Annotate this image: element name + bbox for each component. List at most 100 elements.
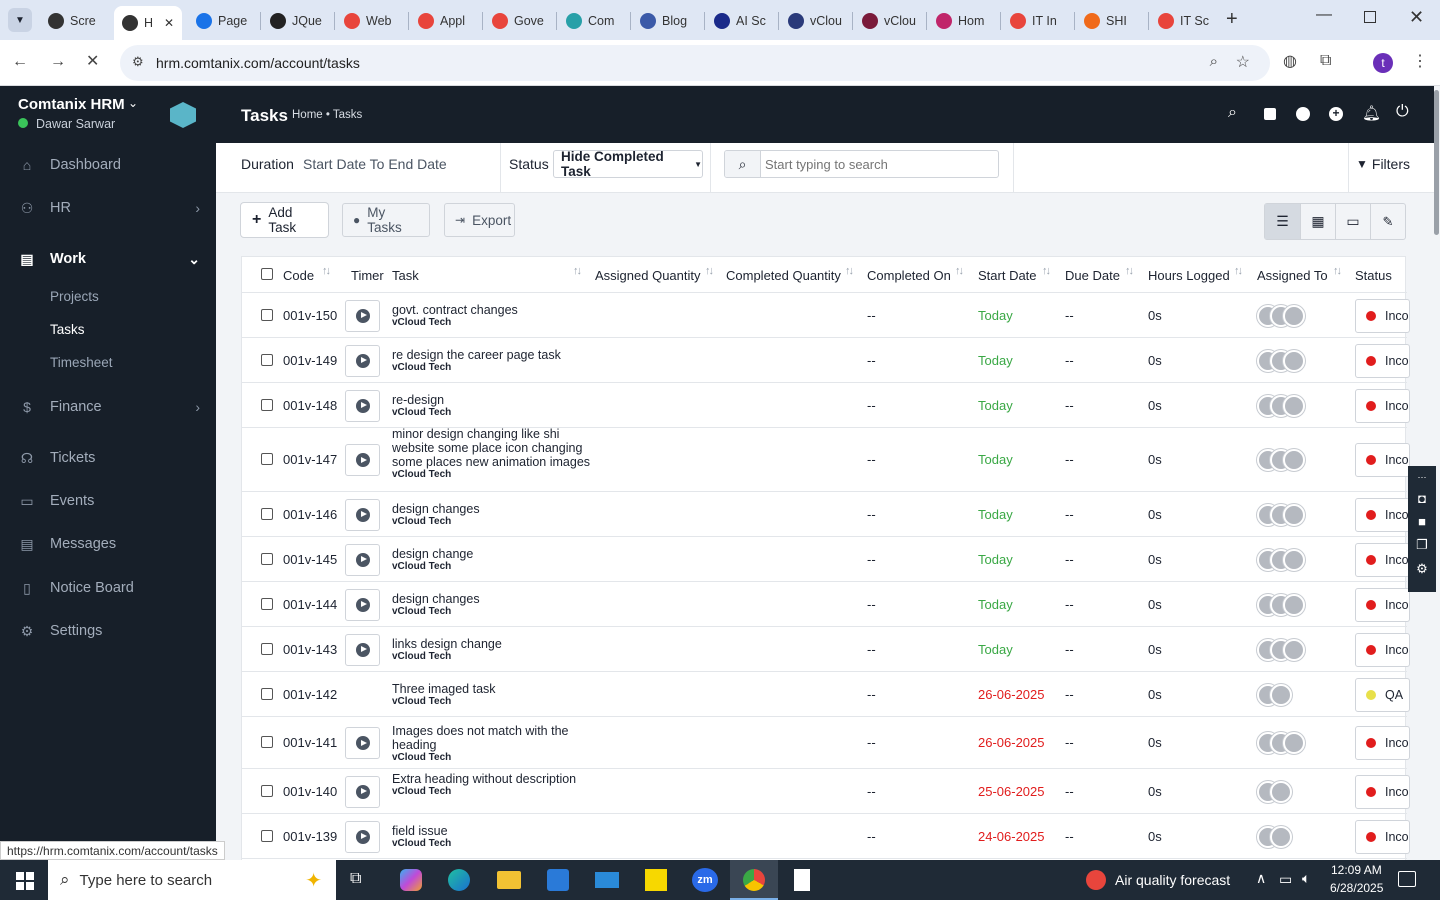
table-row[interactable]: 001v-148 re-design vCloud Tech -- Today -- 0s I…: [242, 383, 1410, 428]
browser-tab[interactable]: vClou: [780, 6, 850, 36]
sort-icon[interactable]: ↑↓: [845, 265, 854, 277]
start-timer-button[interactable]: [345, 444, 380, 476]
task-name-cell[interactable]: Three imaged task vCloud Tech: [392, 682, 592, 707]
table-row[interactable]: 001v-147 minor design changing like shi w…: [242, 427, 1410, 492]
task-name-cell[interactable]: Images does not match with the heading vC…: [392, 724, 592, 763]
sidebar-sub-projects[interactable]: Projects: [50, 289, 99, 304]
volume-icon[interactable]: 🔈︎: [1302, 870, 1311, 886]
avatar[interactable]: [1283, 349, 1305, 372]
status-select[interactable]: Incomplete: [1355, 819, 1410, 854]
add-circle-icon[interactable]: +: [1329, 107, 1343, 121]
sidebar-item-messages[interactable]: ▤ Messages: [0, 524, 216, 564]
header-code[interactable]: Code: [283, 268, 315, 283]
assigned-avatars[interactable]: [1257, 732, 1305, 754]
task-title[interactable]: re design the career page task: [392, 348, 561, 362]
menu-kebab-icon[interactable]: ⋮: [1412, 53, 1428, 70]
task-title[interactable]: links design change: [392, 637, 502, 651]
browser-tab[interactable]: SHI: [1076, 6, 1146, 36]
copilot-icon[interactable]: [400, 869, 422, 891]
status-select[interactable]: Hide Completed Task ▼: [553, 149, 703, 179]
assigned-avatars[interactable]: [1257, 548, 1305, 571]
start-timer-button[interactable]: [345, 498, 380, 531]
task-name-cell[interactable]: design change vCloud Tech: [392, 547, 592, 572]
forward-icon[interactable]: →: [50, 53, 66, 70]
status-select[interactable]: Incomplete: [1355, 542, 1410, 577]
task-name-cell[interactable]: Extra heading without description vCloud …: [392, 772, 592, 797]
clock-date[interactable]: 6/28/2025: [1330, 881, 1384, 895]
scrollbar-thumb[interactable]: [1434, 90, 1439, 235]
avatar[interactable]: [1270, 683, 1292, 706]
task-code[interactable]: 001v-149: [283, 352, 338, 368]
browser-tab[interactable]: Com: [558, 6, 628, 36]
browser-tab[interactable]: JQue: [262, 6, 332, 36]
task-name-cell[interactable]: re design the career page task vCloud Tec…: [392, 348, 592, 373]
sidebar-item-work[interactable]: ▤ Work ⌄: [0, 239, 216, 279]
header-task[interactable]: Task: [392, 268, 419, 283]
sidebar-item-notice-board[interactable]: ▯ Notice Board: [0, 568, 216, 608]
start-timer-button[interactable]: [345, 344, 380, 377]
start-timer-button[interactable]: [345, 633, 380, 666]
task-title[interactable]: Images does not match with the heading: [392, 723, 569, 752]
start-timer-button[interactable]: [345, 389, 380, 422]
status-select[interactable]: Incomplete: [1355, 774, 1410, 809]
sort-icon[interactable]: ↑↓: [1042, 265, 1051, 277]
task-title[interactable]: design change: [392, 547, 474, 561]
row-checkbox[interactable]: [261, 308, 273, 321]
my-tasks-button[interactable]: ● My Tasks: [342, 203, 430, 237]
avatar[interactable]: [1283, 304, 1305, 327]
task-name-cell[interactable]: re-design vCloud Tech: [392, 393, 592, 418]
assigned-avatars[interactable]: [1257, 780, 1292, 803]
status-select[interactable]: Incomplete: [1355, 726, 1410, 760]
task-code[interactable]: 001v-142: [283, 686, 338, 702]
start-timer-button[interactable]: [345, 299, 380, 332]
sidebar-item-hr[interactable]: ⚇ HR ›: [0, 188, 216, 228]
browser-tab[interactable]: Hom: [928, 6, 998, 36]
header-assigned-quantity[interactable]: Assigned Quantity: [595, 268, 701, 283]
task-name-cell[interactable]: minor design changing like shi website s…: [392, 427, 592, 480]
table-row[interactable]: 001v-145 design change vCloud Tech -- Today -…: [242, 537, 1410, 582]
browser-tab[interactable]: AI Sc: [706, 6, 776, 36]
network-icon[interactable]: ▭: [1279, 871, 1293, 887]
avatar[interactable]: [1283, 503, 1305, 526]
sort-icon[interactable]: ↑↓: [573, 265, 582, 277]
avatar[interactable]: [1283, 394, 1305, 417]
browser-tab[interactable]: Web: [336, 6, 406, 36]
avatar[interactable]: [1283, 593, 1305, 616]
zoom-icon[interactable]: ⌕: [1209, 53, 1218, 70]
browser-tab[interactable]: Gove: [484, 6, 554, 36]
task-name-cell[interactable]: field issue vCloud Tech: [392, 824, 592, 849]
search-icon[interactable]: ⌕: [1228, 104, 1237, 121]
status-select[interactable]: Incomplete: [1355, 632, 1410, 667]
header-completed-on[interactable]: Completed On: [867, 268, 951, 283]
browser-tab[interactable]: Scre: [40, 6, 110, 36]
breadcrumb[interactable]: Home • Tasks: [292, 109, 363, 121]
translate-icon[interactable]: ◍: [1283, 53, 1297, 70]
company-name[interactable]: Comtanix HRM: [18, 96, 125, 113]
row-checkbox[interactable]: [261, 829, 273, 842]
profile-avatar[interactable]: t: [1373, 53, 1393, 73]
chevron-down-icon[interactable]: ⌄: [128, 96, 139, 110]
sidebar-item-events[interactable]: ▭ Events: [0, 481, 216, 521]
row-checkbox[interactable]: [261, 353, 273, 366]
start-timer-button[interactable]: [345, 588, 380, 621]
tray-chevron-icon[interactable]: ∧: [1256, 870, 1267, 886]
sort-icon[interactable]: ↑↓: [322, 265, 331, 277]
assigned-avatars[interactable]: [1257, 825, 1292, 848]
search-input[interactable]: [761, 156, 991, 172]
task-code[interactable]: 001v-141: [283, 735, 338, 750]
sidebar-item-settings[interactable]: ⚙ Settings: [0, 611, 216, 651]
sort-icon[interactable]: ↑↓: [705, 265, 714, 277]
bookmark-star-icon[interactable]: ☆: [1235, 54, 1250, 71]
task-code[interactable]: 001v-145: [283, 551, 338, 567]
board-view-icon[interactable]: ▦: [1300, 204, 1335, 239]
mail-icon[interactable]: [595, 872, 619, 888]
task-title[interactable]: Three imaged task: [392, 682, 496, 696]
browser-tab[interactable]: vClou: [854, 6, 924, 36]
address-bar[interactable]: ⚙ hrm.comtanix.com/account/tasks ⌕ ☆: [120, 45, 1270, 81]
task-code[interactable]: 001v-139: [283, 828, 338, 844]
export-button[interactable]: ⇥ Export: [444, 203, 515, 237]
task-code[interactable]: 001v-144: [283, 596, 338, 612]
browser-tab[interactable]: Appl: [410, 6, 480, 36]
avatar[interactable]: [1283, 638, 1305, 661]
assigned-avatars[interactable]: [1257, 304, 1305, 327]
